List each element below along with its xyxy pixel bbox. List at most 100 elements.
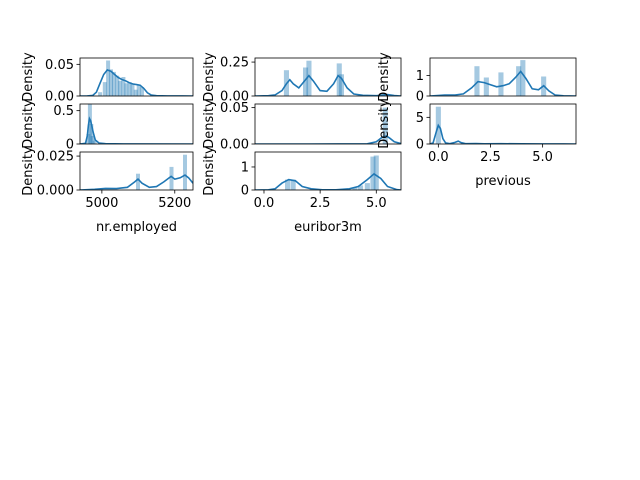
histogram-bars [283, 60, 344, 96]
y-tick-label: 0 [66, 138, 74, 153]
kde-line [255, 74, 401, 96]
y-axis-label: Density [202, 146, 217, 196]
subplot-previous_b: 0 5 0.0 2.5 5.0 Density previous [377, 99, 577, 189]
histogram-bar [136, 173, 140, 190]
histogram-bars [98, 60, 144, 96]
x-tick-label: 5200 [158, 196, 191, 211]
x-tick-label: 0.0 [428, 150, 449, 165]
histogram-bar [106, 60, 111, 96]
subplot-nr_employed_a: 0.00 0.05 Density [21, 52, 194, 105]
axes-frame [254, 151, 402, 191]
histogram-bar [92, 140, 97, 144]
histogram-bar [118, 80, 123, 96]
subplot-previous_a: 0 1 Density [377, 52, 577, 105]
histogram-bar [124, 83, 129, 96]
histogram-bar [130, 83, 135, 96]
y-tick-label: 5 [416, 111, 424, 126]
histogram-bar [358, 185, 364, 190]
axes-frame [429, 57, 577, 97]
histogram-bar [136, 84, 141, 96]
y-tick-label: 0.05 [220, 101, 249, 116]
y-tick-label: 0 [416, 90, 424, 105]
x-tick-label: 5.0 [366, 196, 387, 211]
histogram-bar [102, 82, 107, 96]
histogram-bar [115, 75, 120, 96]
histogram-bars [136, 154, 187, 190]
subplot-nr_employed_b: 0 0.5 Density [21, 99, 194, 153]
y-tick-label: 0.05 [45, 58, 74, 73]
y-tick-label: 0.000 [37, 184, 74, 199]
axes-frame [254, 57, 402, 97]
y-tick-label: 0.00 [220, 138, 249, 153]
x-tick-label: 0.0 [254, 196, 275, 211]
histogram-bar [121, 77, 126, 96]
y-axis-label: Density [21, 146, 36, 196]
axes-frame [254, 103, 402, 145]
y-tick-label: 0.00 [220, 90, 249, 105]
kde-line [255, 172, 401, 190]
y-tick-label: 0.5 [53, 104, 74, 119]
kde-line [430, 123, 576, 144]
histogram-bar [474, 66, 480, 96]
histogram-bar [86, 134, 91, 144]
y-tick-label: 0.00 [45, 90, 74, 105]
x-axis-label: euribor3m [294, 220, 362, 235]
histogram-bar [285, 179, 291, 190]
histogram-bar [338, 74, 344, 96]
kde-line [80, 174, 193, 190]
histogram-bars [474, 60, 547, 96]
histogram-bar [111, 71, 116, 96]
histogram-bars [382, 107, 388, 144]
histogram-bar [483, 77, 489, 96]
histogram-bar [133, 89, 138, 96]
y-axis-label: Density [202, 52, 217, 102]
histogram-bar [373, 155, 379, 190]
x-axis-label: previous [475, 174, 531, 189]
x-tick-label: 5.0 [532, 150, 553, 165]
histogram-bar [183, 154, 187, 190]
subplot-euribor3m_c: 0 1 0.0 2.5 5.0 Density euribor3m [202, 146, 402, 235]
y-tick-label: 0 [416, 138, 424, 153]
x-tick-label: 5000 [85, 196, 118, 211]
histogram-bar [303, 67, 309, 96]
x-tick-label: 2.5 [310, 196, 331, 211]
axes-frame [79, 151, 194, 191]
histogram-bar [290, 179, 296, 190]
histogram-bar [352, 187, 358, 190]
axes-frame [429, 103, 577, 145]
y-axis-label: Density [377, 99, 392, 149]
y-axis-label: Density [21, 52, 36, 102]
histogram-bar [370, 156, 376, 190]
histogram-bar [306, 60, 312, 96]
kde-line [80, 116, 193, 144]
histogram-bar [109, 69, 113, 96]
histogram-bar [364, 183, 370, 190]
histogram-bar [89, 124, 94, 144]
y-tick-label: 0 [241, 184, 249, 199]
axes-frame [79, 57, 194, 97]
histogram-bar [169, 166, 174, 190]
subplot-nr_employed_c: 0.000 0.025 5000 5200 Density nr.employed [21, 146, 194, 235]
histogram-bar [498, 72, 504, 96]
y-axis-label: Density [202, 99, 217, 149]
histogram-bar [90, 136, 95, 144]
y-tick-label: 0.025 [37, 150, 74, 165]
histogram-bars [285, 155, 379, 190]
histogram-bar [98, 92, 103, 96]
histogram-bars [86, 104, 97, 144]
histogram-bar [516, 66, 522, 96]
histogram-bar [336, 63, 342, 96]
histogram-bar [520, 60, 526, 96]
y-tick-label: 1 [241, 160, 249, 175]
axes-frame [79, 103, 194, 145]
y-tick-label: 1 [416, 69, 424, 84]
x-axis-label: nr.employed [96, 220, 177, 235]
x-tick-label: 2.5 [480, 150, 501, 165]
y-tick-label: 0.25 [220, 56, 249, 71]
y-axis-label: Density [21, 99, 36, 149]
histogram-bar [382, 107, 388, 144]
histogram-bar [87, 104, 92, 144]
histogram-bar [140, 87, 144, 96]
